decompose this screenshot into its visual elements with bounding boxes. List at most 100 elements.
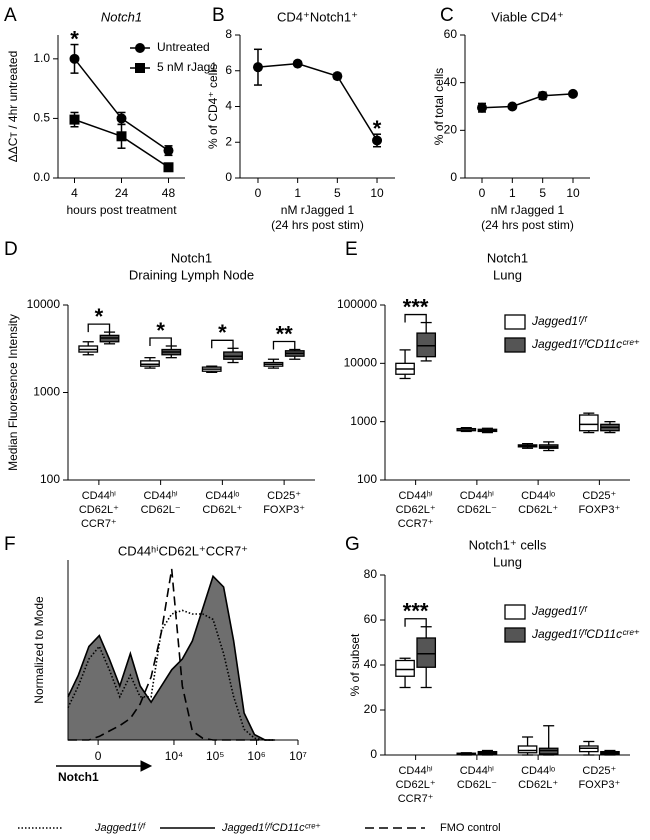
x-tick-label: 10⁷: [289, 749, 307, 763]
legend-label: Jagged1ᶠ/ᶠCD11cᶜʳᵉ⁺: [221, 822, 321, 834]
chart-title: CD44ʰⁱCD62L⁺CCR7⁺: [118, 543, 248, 558]
x-tick-label: CD44ˡᵒ: [521, 765, 555, 777]
legend-label: Jagged1ᶠ/ᶠCD11cᶜʳᵉ⁺: [531, 337, 640, 351]
y-axis-label: % of subset: [348, 633, 362, 696]
x-tick-label: CD62L⁻: [457, 504, 497, 516]
x-tick-label: CD62L⁻: [457, 779, 497, 791]
marker: [477, 102, 487, 113]
x-tick-label: 1: [294, 186, 301, 200]
y-axis-label: % of CD4⁺ cells: [206, 64, 220, 149]
x-tick-label: 5: [334, 186, 341, 200]
y-tick-label: 80: [364, 567, 378, 581]
significance-bracket: [211, 339, 234, 349]
y-tick-label: 10000: [27, 297, 61, 311]
x-axis-label: nM rJagged 1: [281, 203, 355, 217]
chart-title: Notch1⁺ cells: [469, 537, 547, 552]
x-tick-label: 10: [566, 186, 580, 200]
legend-swatch: [504, 627, 526, 643]
y-axis-label: ΔΔCᴛ / 4hr untreated: [6, 51, 20, 163]
significance: *: [218, 320, 227, 345]
y-axis-label: Normalized to Mode: [32, 596, 46, 704]
x-tick-label: CD44ʰⁱ: [460, 765, 494, 777]
x-tick-label: CD25⁺: [267, 490, 301, 502]
x-tick-label: CD25⁺: [582, 765, 616, 777]
y-tick-label: 10000: [344, 356, 378, 370]
marker: [69, 53, 80, 64]
box: [578, 414, 599, 432]
y-tick-label: 1000: [33, 385, 60, 399]
y-tick-label: 20: [364, 702, 378, 716]
x-tick-label: 10⁶: [247, 749, 265, 763]
marker: [163, 162, 174, 173]
y-tick-label: 0.5: [33, 111, 50, 125]
legend-label: Untreated: [157, 40, 210, 54]
x-axis-label: Notch1: [58, 770, 99, 784]
significance: *: [373, 116, 382, 141]
significance: *: [156, 318, 165, 343]
y-tick-label: 100: [357, 472, 377, 486]
x-tick-label: CD44ʰⁱ: [398, 490, 432, 502]
marker: [116, 113, 127, 124]
x-tick-label: FOXP3⁺: [578, 779, 620, 791]
significance-bracket: [272, 340, 296, 350]
marker: [163, 145, 174, 156]
y-tick-label: 40: [444, 75, 458, 89]
y-tick-label: 60: [444, 27, 458, 41]
x-axis-label: (24 hrs post stim): [271, 218, 364, 232]
x-tick-label: CCR7⁺: [398, 793, 434, 805]
y-tick-label: 60: [364, 612, 378, 626]
x-tick-label: 0: [255, 186, 262, 200]
legend-label: 5 nM rJag1: [157, 60, 217, 74]
series-line: [257, 62, 378, 141]
panel-label: F: [4, 534, 16, 555]
x-tick-label: 10⁵: [206, 749, 224, 763]
marker: [332, 71, 343, 82]
significance-bracket: [404, 618, 427, 627]
box: [140, 360, 160, 367]
chart-title: Notch1: [171, 250, 212, 265]
y-tick-label: 0: [225, 170, 232, 184]
marker: [69, 114, 80, 125]
x-tick-label: CD44ˡᵒ: [205, 490, 239, 502]
panel-label: D: [4, 239, 18, 260]
y-tick-label: 8: [225, 27, 232, 41]
x-tick-label: 4: [71, 186, 78, 200]
x-tick-label: CD44ˡᵒ: [521, 490, 555, 502]
x-axis-label: (24 hrs post stim): [481, 218, 574, 232]
significance-bracket: [87, 323, 111, 333]
legend-label: Jagged1ᶠ/ᶠ: [94, 822, 147, 834]
marker: [372, 135, 383, 146]
marker: [568, 88, 578, 99]
x-tick-label: CD62L⁺: [518, 504, 558, 516]
panel-label: B: [212, 5, 225, 26]
chart-title: Notch1: [487, 250, 528, 265]
x-tick-label: CD44ʰⁱ: [143, 490, 177, 502]
x-tick-label: 24: [115, 186, 129, 200]
legend-marker: [135, 63, 145, 73]
y-tick-label: 0: [370, 747, 377, 761]
x-axis-arrowhead: [140, 760, 153, 772]
y-tick-label: 6: [225, 63, 232, 77]
x-tick-label: CD62L⁺: [396, 504, 436, 516]
x-tick-label: 0: [479, 186, 486, 200]
x-tick-label: CD25⁺: [582, 490, 616, 502]
panel-label: G: [345, 534, 360, 555]
legend-swatch: [504, 337, 526, 353]
chart-title: CD4⁺Notch1⁺: [277, 9, 358, 24]
significance: ***: [403, 294, 429, 319]
box: [416, 332, 437, 358]
chart-title: Draining Lymph Node: [129, 267, 254, 282]
y-tick-label: 100: [40, 472, 60, 486]
significance: ***: [403, 599, 429, 624]
density-line: [67, 574, 276, 741]
x-axis-label: hours post treatment: [66, 203, 177, 217]
x-tick-label: 0: [95, 749, 102, 763]
x-tick-label: FOXP3⁺: [578, 504, 620, 516]
x-tick-label: CD62L⁻: [141, 504, 181, 516]
chart-title: Lung: [493, 554, 522, 569]
x-tick-label: 5: [539, 186, 546, 200]
y-tick-label: 1000: [350, 414, 377, 428]
y-axis-label: Median Fluoresence Intensity: [6, 314, 20, 471]
marker: [537, 90, 548, 101]
